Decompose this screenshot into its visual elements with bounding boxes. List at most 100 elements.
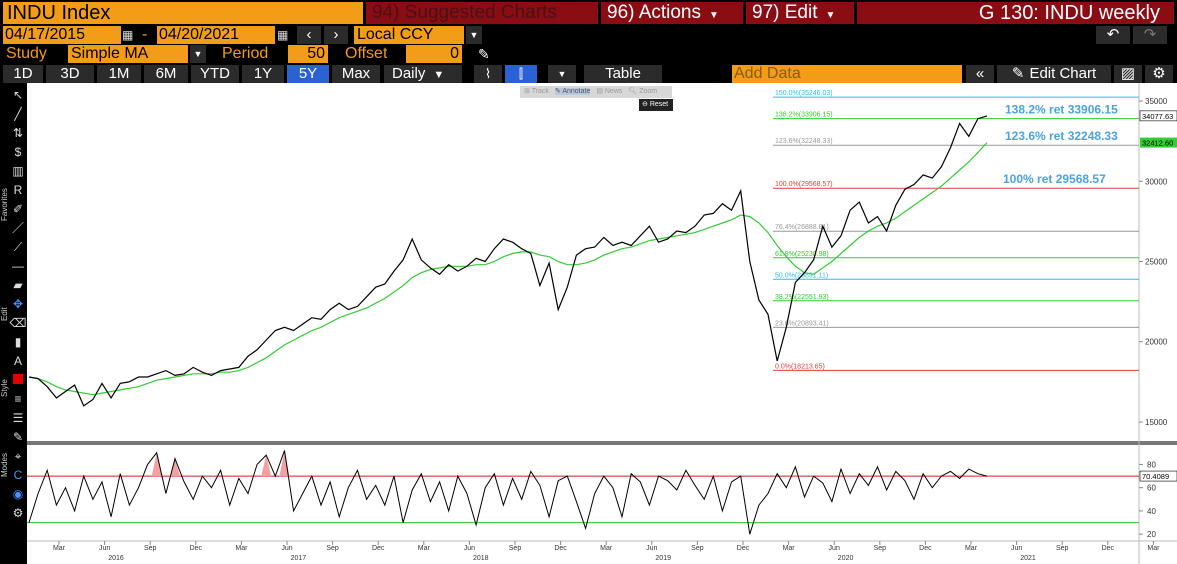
chart-type-dropdown-icon[interactable]: ▼ [548, 65, 576, 83]
ma-line [28, 142, 988, 396]
currency-select[interactable]: Local CCY [354, 26, 464, 44]
range-5y-button[interactable]: 5Y [287, 65, 329, 83]
gear-icon[interactable]: ⚙ [1145, 65, 1173, 83]
end-date-field[interactable]: 04/20/2021 [157, 26, 275, 44]
chart-area[interactable]: 0.0%(18213.65) 23.6%(20893.41) 38.2%(22551… [27, 83, 1177, 564]
color-swatch-icon[interactable] [9, 372, 27, 388]
scale-icon[interactable]: ⇅ [12, 126, 24, 140]
x-month-label-23: Dec [1102, 545, 1115, 552]
move-icon[interactable]: ✥ [12, 297, 24, 311]
range-1m-button[interactable]: 1M [97, 65, 141, 83]
r-icon[interactable]: R [13, 183, 23, 197]
pencil-icon[interactable]: ✎ [12, 430, 24, 444]
rsi-tick-label-1: 40 [1147, 507, 1156, 516]
channel-icon[interactable]: ▰ [13, 278, 23, 292]
start-date-calendar-icon[interactable]: ▦ [122, 28, 134, 42]
eraser-icon[interactable]: ⌫ [9, 316, 27, 330]
actions-button[interactable]: 96) Actions ▼ [601, 2, 743, 24]
line-chart-type-icon[interactable]: ⌇ [474, 65, 502, 83]
x-month-label-12: Mar [600, 545, 613, 552]
modes-section-label: Modes [0, 452, 9, 477]
price-chart[interactable]: 0.0%(18213.65) 23.6%(20893.41) 38.2%(22551… [27, 83, 1177, 564]
period-input[interactable]: 50 [288, 45, 328, 63]
edit-chart-label: Edit Chart [1029, 65, 1097, 82]
undo-icon[interactable]: ↶ [1096, 26, 1130, 44]
fib-label-0: 0.0%(18213.65) [775, 363, 825, 370]
style-section-label: Style [0, 379, 9, 397]
globe-icon[interactable]: ◉ [12, 487, 24, 501]
chart-background [27, 83, 1177, 564]
y-tick-label-1: 20000 [1145, 338, 1168, 347]
link-icon[interactable]: C [13, 468, 23, 482]
news-tool[interactable]: ▤ News [596, 88, 623, 95]
chart-settings-icon[interactable]: ▨ [1114, 65, 1142, 83]
collapse-icon[interactable]: « [966, 65, 994, 83]
bars-icon[interactable]: ▥ [12, 164, 24, 178]
range-ytd-button[interactable]: YTD [191, 65, 239, 83]
ray-icon[interactable]: ⟋ [13, 240, 23, 254]
rsi-tick-label-0: 20 [1147, 530, 1156, 539]
pen-icon[interactable]: ✎ [478, 46, 490, 62]
fib-annotation-2: 100% ret 29568.57 [1003, 172, 1106, 186]
study-select[interactable]: Simple MA [68, 45, 188, 63]
x-month-label-14: Sep [691, 545, 704, 552]
hline-icon[interactable]: — [12, 259, 24, 273]
zoom-tool[interactable]: 🔍︎ Zoom [628, 88, 658, 95]
edit-menu-button[interactable]: 97) Edit ▼ [746, 2, 854, 24]
fib-label-1: 23.6%(20893.41) [775, 320, 829, 327]
x-month-label-17: Jun [829, 545, 840, 552]
offset-input[interactable]: 0 [406, 45, 462, 63]
bar-chart-type-icon[interactable]: ⫿ [505, 65, 537, 83]
chart-tools-bar: ⊞ Track ✎ Annotate ▤ News 🔍︎ Zoom [520, 86, 672, 98]
x-year-label-2: 2018 [473, 555, 489, 562]
next-period-button[interactable]: › [324, 26, 348, 44]
currency-dropdown-icon[interactable]: ▼ [466, 26, 482, 44]
range-6m-button[interactable]: 6M [144, 65, 188, 83]
fib-annotation-0: 138.2% ret 33906.15 [1005, 103, 1118, 117]
settings-small-icon[interactable]: ⚙ [12, 506, 24, 520]
ticker-field[interactable]: INDU Index [3, 2, 363, 24]
redo-icon[interactable]: ↷ [1133, 26, 1167, 44]
x-month-label-13: Jun [646, 545, 657, 552]
fib-label-5: 76.4%(26888.81) [775, 224, 829, 231]
frequency-dropdown-icon: ▼ [433, 69, 445, 81]
x-month-label-21: Jun [1011, 545, 1022, 552]
range-3d-button[interactable]: 3D [46, 65, 94, 83]
prev-period-button[interactable]: ‹ [297, 26, 321, 44]
period-label: Period [222, 45, 269, 62]
frequency-select[interactable]: Daily ▼ [384, 65, 462, 83]
rsi-overbought-16 [169, 458, 180, 477]
offset-label: Offset [345, 45, 388, 62]
font-icon[interactable]: A [13, 354, 22, 368]
study-dropdown-icon[interactable]: ▼ [190, 45, 206, 63]
start-date-field[interactable]: 04/17/2015 [3, 26, 121, 44]
add-data-input[interactable]: Add Data [732, 65, 962, 83]
x-month-label-6: Sep [326, 545, 339, 552]
x-month-label-3: Dec [190, 545, 203, 552]
crosshair-icon[interactable]: ⌖ [14, 449, 22, 463]
brush-icon[interactable]: ✐ [12, 202, 24, 216]
end-date-calendar-icon[interactable]: ▦ [277, 28, 289, 42]
trash-icon[interactable]: ▮ [14, 335, 22, 349]
range-1d-button[interactable]: 1D [3, 65, 43, 83]
actions-dropdown-icon: ▼ [709, 10, 719, 21]
fib-label-4: 61.8%(25230.98) [775, 251, 829, 258]
edit-chart-button[interactable]: ✎ Edit Chart [997, 65, 1111, 83]
line-tool-icon[interactable]: ／ [11, 221, 24, 235]
reset-button[interactable]: ⊖ Reset [639, 99, 673, 111]
trendline-icon[interactable]: ╱ [14, 107, 22, 121]
suggested-charts-button[interactable]: 94) Suggested Charts [366, 2, 598, 24]
table-button[interactable]: Table [584, 65, 662, 83]
rsi-tick-label-2: 60 [1147, 484, 1156, 493]
dollar-icon[interactable]: $ [14, 145, 22, 159]
annotate-tool[interactable]: ✎ Annotate [554, 88, 591, 95]
track-tool[interactable]: ⊞ Track [524, 88, 549, 95]
x-month-label-18: Sep [874, 545, 887, 552]
line-weight-icon[interactable]: ☰ [12, 411, 24, 425]
cursor-icon[interactable]: ↖ [12, 88, 24, 102]
range-1y-button[interactable]: 1Y [242, 65, 284, 83]
line-style-icon[interactable]: ≡ [14, 392, 22, 406]
favorites-label: Favorites [0, 188, 9, 221]
range-max-button[interactable]: Max [332, 65, 380, 83]
x-year-label-3: 2019 [655, 555, 671, 562]
